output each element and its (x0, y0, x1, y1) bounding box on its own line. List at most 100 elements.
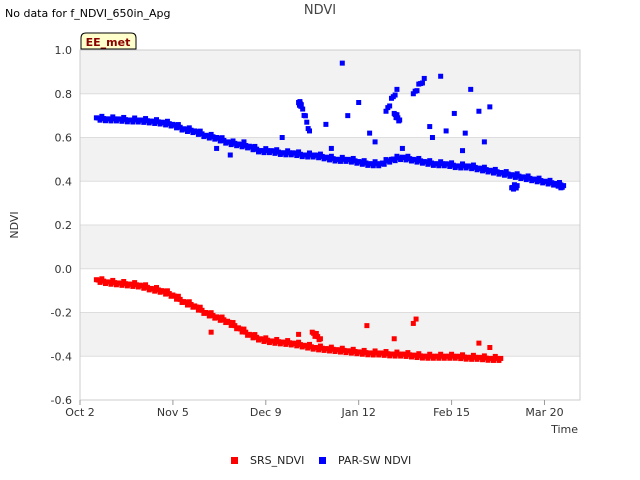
data-point (217, 317, 223, 323)
data-point (468, 86, 474, 92)
data-point (512, 174, 518, 180)
data-point (252, 332, 258, 338)
data-point (414, 355, 420, 361)
background-bands (80, 50, 580, 357)
data-point (139, 283, 145, 289)
data-point (481, 139, 487, 145)
data-point (261, 338, 267, 344)
data-point (307, 128, 313, 134)
data-point (210, 312, 216, 318)
data-point (337, 349, 343, 355)
data-point (487, 104, 493, 110)
data-point (305, 154, 311, 160)
data-point (427, 124, 433, 130)
data-point (312, 333, 318, 339)
data-point (403, 157, 409, 163)
data-point (194, 129, 200, 135)
data-point (298, 102, 304, 108)
legend-item-srs-ndvi[interactable]: SRS_NDVI (231, 454, 304, 467)
data-point (558, 185, 564, 191)
background-band (80, 50, 580, 94)
data-point (219, 314, 225, 320)
data-point (316, 155, 322, 161)
y-tick-label: 0.4 (55, 175, 73, 188)
data-point (195, 307, 201, 313)
data-point (283, 152, 289, 158)
data-point (108, 281, 114, 287)
data-point (177, 124, 183, 130)
data-points (93, 60, 567, 363)
data-point (425, 355, 431, 361)
data-point (296, 331, 302, 337)
y-tick-label: -0.6 (51, 394, 72, 407)
data-point (443, 128, 449, 134)
data-point (315, 334, 321, 340)
data-point (413, 316, 419, 322)
data-point (302, 113, 308, 119)
data-point (425, 161, 431, 167)
data-point (487, 345, 493, 350)
data-point (414, 88, 420, 94)
data-point (119, 118, 125, 124)
data-point (230, 320, 236, 326)
data-point (272, 150, 278, 156)
data-point (248, 332, 254, 338)
data-point (226, 319, 232, 325)
y-tick-label: -0.4 (51, 350, 72, 363)
legend-item-par-sw-ndvi[interactable]: PAR-SW NDVI (319, 454, 411, 467)
data-point (174, 125, 180, 131)
data-point (172, 293, 178, 299)
data-point (195, 131, 201, 137)
data-point (410, 91, 416, 97)
y-axis-ticks: 1.0 0.8 0.6 0.4 0.2 0.0 -0.2 -0.4 -0.6 (51, 44, 72, 407)
ee-met-badge: EE_met (80, 32, 137, 50)
data-point (421, 75, 427, 81)
data-point (97, 117, 103, 123)
data-point (237, 326, 243, 332)
legend-label-srs: SRS_NDVI (250, 454, 305, 467)
data-point (250, 147, 256, 153)
data-point (356, 100, 362, 105)
data-point (197, 128, 203, 134)
background-band (80, 225, 580, 269)
data-point (97, 279, 103, 285)
data-point (392, 353, 398, 359)
data-point (392, 92, 398, 98)
badge-label: EE_met (86, 36, 131, 49)
data-point (447, 355, 453, 361)
data-point (410, 320, 416, 326)
data-point (141, 285, 147, 291)
data-point (480, 168, 486, 174)
series-srs-ndvi (93, 276, 504, 363)
data-point (498, 355, 504, 361)
data-point (215, 315, 221, 321)
data-point (108, 118, 114, 124)
data-point (514, 183, 520, 189)
data-point (283, 341, 289, 347)
data-point (294, 153, 300, 159)
x-tick-label: Jan 12 (340, 406, 375, 419)
data-point (501, 172, 507, 178)
data-point (381, 352, 387, 358)
data-point (436, 355, 442, 361)
data-point (239, 329, 245, 335)
data-point (175, 293, 181, 299)
data-point (143, 282, 149, 288)
x-axis-ticks: Oct 2 Nov 5 Dec 9 Jan 12 Feb 15 Mar 20 (65, 400, 564, 419)
data-point (394, 112, 400, 118)
data-point (414, 159, 420, 165)
data-point (387, 159, 393, 165)
data-point (339, 60, 345, 66)
data-point (451, 110, 457, 116)
y-tick-label: 1.0 (55, 44, 73, 57)
series-par-sw-ndvi (93, 60, 567, 192)
data-point (476, 108, 482, 114)
data-point (161, 288, 167, 294)
data-point (490, 170, 496, 176)
data-point (206, 135, 212, 141)
data-point (429, 135, 435, 140)
y-tick-label: 0.0 (55, 263, 73, 276)
data-point (534, 179, 540, 185)
data-point (469, 166, 475, 172)
